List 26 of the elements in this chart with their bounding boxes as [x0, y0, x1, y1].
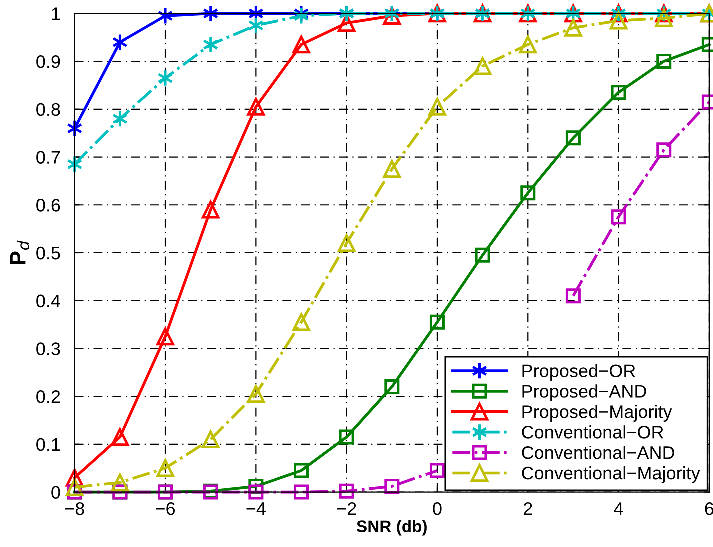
x-tick-label: −8: [65, 502, 84, 516]
x-axis-title: SNR (db): [356, 520, 427, 536]
x-tick-label: −4: [246, 502, 266, 516]
x-tick-label: 2: [524, 502, 532, 516]
y-tick-label: 0.4: [36, 294, 60, 308]
y-tick-label: 0.6: [36, 199, 60, 212]
legend-label: Conventional−Majority: [522, 466, 700, 484]
y-tick-label: 0.8: [36, 103, 60, 116]
x-tick-label: −2: [337, 502, 356, 516]
y-tick-label: 0.2: [36, 390, 60, 404]
x-tick-label: 0: [433, 502, 442, 516]
legend-label: Proposed−OR: [522, 364, 636, 382]
y-axis-title: P$_{d}$: [10, 240, 30, 264]
x-tick-label: −6: [156, 502, 176, 516]
y-tick-label: 0.9: [36, 55, 60, 68]
y-tick-label: 0: [52, 486, 60, 500]
y-tick-label: 1: [52, 8, 60, 20]
legend-label: Proposed−AND: [522, 384, 646, 402]
legend-label: Conventional−AND: [522, 446, 674, 460]
x-tick-label: 4: [614, 502, 624, 516]
y-tick-label: 0.5: [36, 246, 60, 260]
y-tick-label: 0.7: [36, 151, 60, 164]
y-tick-label: 0.1: [36, 438, 60, 452]
legend-label: Conventional−OR: [522, 426, 664, 439]
y-tick-label: 0.3: [36, 342, 60, 356]
legend-label: Proposed−Majority: [522, 405, 672, 422]
